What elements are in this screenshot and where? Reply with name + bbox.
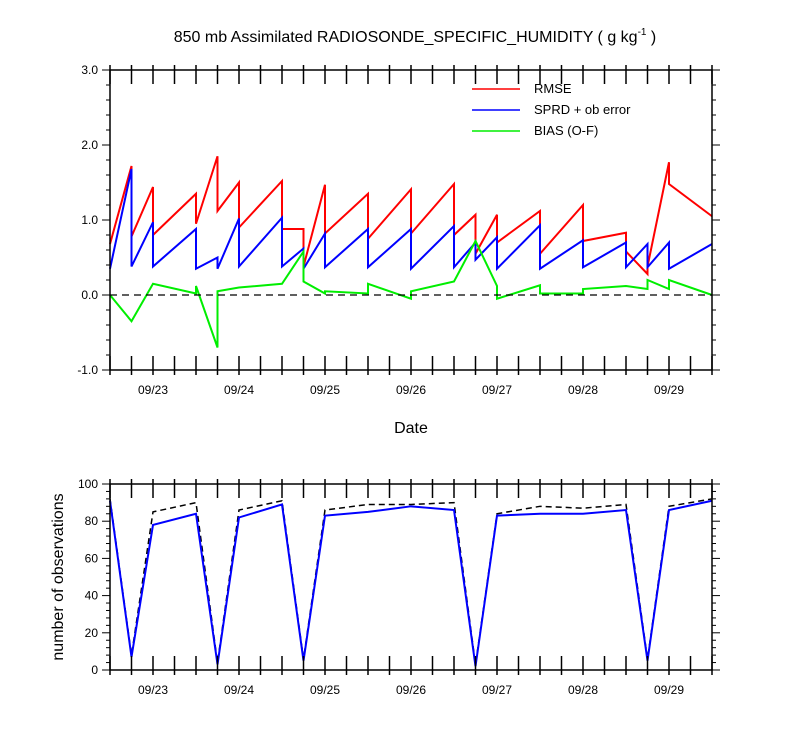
xtick-label-1-2: 09/25 <box>310 683 340 697</box>
title-superscript: -1 <box>638 27 647 38</box>
title-tail: ) <box>646 29 656 46</box>
bottom-chart: 0 20 40 60 80 100 09/23 09/24 09/25 09/26 09/27 09/… <box>50 477 720 697</box>
title-main: 850 mb Assimilated RADIOSONDE_SPECIFIC_H… <box>174 29 638 46</box>
legend-label-rmse: RMSE <box>534 81 572 96</box>
ytick-label-1-3: 60 <box>85 551 99 565</box>
bottom-axis-ticks: 0 20 40 60 80 100 09/23 09/24 09/25 09/26 09/27 09/… <box>78 477 720 697</box>
series-line-1-1 <box>109 499 713 667</box>
series-line-1-0 <box>109 498 713 665</box>
legend-label-sprd: SPRD + ob error <box>534 102 631 117</box>
xtick-label-0-5: 09/28 <box>568 383 598 397</box>
top-chart: -1.0 0.0 1.0 2.0 3.0 09/23 09/24 09/25 09/26 09/2… <box>77 63 720 437</box>
xtick-label-0-6: 09/29 <box>654 383 684 397</box>
chart-title: 850 mb Assimilated RADIOSONDE_SPECIFIC_H… <box>174 27 657 46</box>
series-line-0-1 <box>109 168 713 273</box>
ytick-label-0-3: 2.0 <box>81 138 98 152</box>
xtick-label-0-4: 09/27 <box>482 383 512 397</box>
xtick-label-0-3: 09/26 <box>396 383 426 397</box>
xtick-label-1-3: 09/26 <box>396 683 426 697</box>
ytick-label-1-0: 0 <box>91 663 98 677</box>
series-line-0-0 <box>109 155 713 277</box>
ytick-label-0-1: 0.0 <box>81 288 98 302</box>
top-series-group <box>109 155 713 348</box>
xtick-label-1-1: 09/24 <box>224 683 254 697</box>
ytick-label-1-1: 20 <box>85 626 99 640</box>
xtick-label-0-2: 09/25 <box>310 383 340 397</box>
bottom-plot-frame <box>109 483 713 671</box>
xtick-label-1-4: 09/27 <box>482 683 512 697</box>
legend: RMSE SPRD + ob error BIAS (O-F) <box>472 81 631 138</box>
ytick-label-1-2: 40 <box>85 589 99 603</box>
ytick-label-0-0: -1.0 <box>77 363 98 377</box>
legend-label-bias: BIAS (O-F) <box>534 123 598 138</box>
top-axis-ticks: -1.0 0.0 1.0 2.0 3.0 09/23 09/24 09/25 09/26 09/2… <box>77 63 720 397</box>
ytick-label-1-5: 100 <box>78 477 98 491</box>
xtick-label-1-6: 09/29 <box>654 683 684 697</box>
xtick-label-0-1: 09/24 <box>224 383 254 397</box>
xtick-label-0-0: 09/23 <box>138 383 168 397</box>
xtick-label-1-5: 09/28 <box>568 683 598 697</box>
ytick-label-0-4: 3.0 <box>81 63 98 77</box>
ytick-label-0-2: 1.0 <box>81 213 98 227</box>
xtick-label-1-0: 09/23 <box>138 683 168 697</box>
top-x-axis-label: Date <box>394 420 428 437</box>
ytick-label-1-4: 80 <box>85 514 99 528</box>
series-line-0-2 <box>109 238 713 348</box>
bottom-y-axis-label: number of observations <box>50 493 67 660</box>
bottom-series-group <box>109 498 713 667</box>
